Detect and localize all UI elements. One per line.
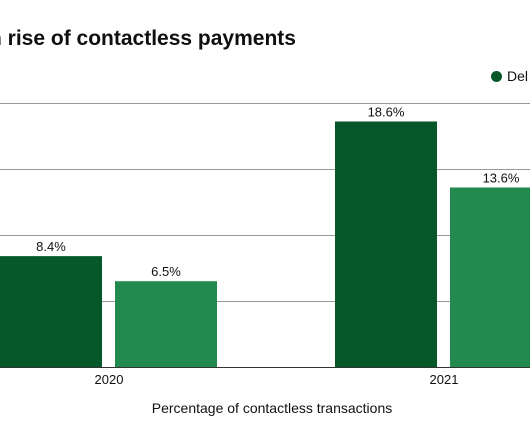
bar-2021-series-2 bbox=[450, 187, 530, 367]
x-tick-label: 2020 bbox=[95, 372, 124, 387]
data-label: 6.5% bbox=[151, 264, 181, 279]
data-label: 13.6% bbox=[483, 170, 520, 185]
chart-legend: Del bbox=[491, 68, 528, 84]
legend-swatch-series-1 bbox=[491, 70, 502, 82]
bar-2021-series-1 bbox=[335, 121, 437, 367]
data-label: 8.4% bbox=[36, 239, 66, 254]
chart-title: n rise of contactless payments bbox=[0, 27, 296, 50]
legend-label-series-1: Del bbox=[507, 68, 529, 84]
bar-2020-series-2 bbox=[115, 281, 217, 367]
x-axis-title: Percentage of contactless transactions bbox=[151, 400, 393, 416]
bar-2020-series-1 bbox=[0, 256, 102, 367]
x-tick-label: 2021 bbox=[430, 372, 459, 387]
data-label: 18.6% bbox=[368, 104, 405, 119]
